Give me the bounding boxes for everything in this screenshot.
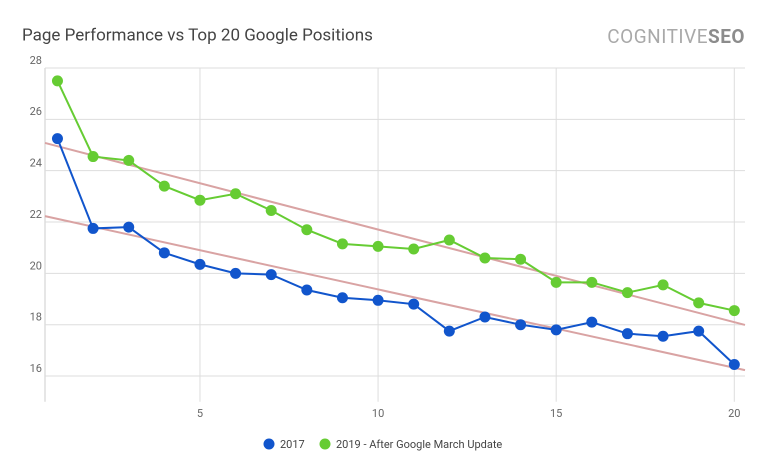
data-point	[443, 325, 455, 337]
data-point	[443, 234, 455, 246]
series-line	[56, 80, 735, 312]
legend-marker	[263, 438, 275, 450]
logo-text: COGNITIVE	[607, 25, 708, 48]
legend-marker	[319, 438, 331, 450]
y-tick-label: 24	[30, 157, 42, 170]
data-point	[51, 133, 63, 145]
data-point	[336, 238, 348, 250]
legend-label: 2019 - After Google March Update	[336, 438, 502, 451]
logo-bold: SEO	[708, 25, 745, 48]
data-point	[515, 319, 527, 331]
data-point	[586, 316, 598, 328]
data-point	[87, 222, 99, 234]
trend-line	[44, 215, 746, 372]
y-tick-label: 16	[30, 362, 42, 375]
data-point	[230, 188, 242, 200]
data-point	[693, 325, 705, 337]
data-point	[158, 180, 170, 192]
y-tick-label: 18	[30, 311, 42, 324]
y-tick-label: 28	[30, 54, 42, 67]
data-point	[301, 284, 313, 296]
data-point	[728, 305, 740, 317]
data-point	[51, 75, 63, 87]
data-point	[621, 287, 633, 299]
data-point	[194, 258, 206, 270]
data-point	[550, 324, 562, 336]
y-tick-label: 20	[30, 259, 42, 272]
data-point	[515, 253, 527, 265]
data-point	[408, 243, 420, 255]
data-point	[586, 276, 598, 288]
data-point	[372, 240, 384, 252]
data-point	[693, 297, 705, 309]
x-tick-label: 5	[197, 407, 203, 420]
data-point	[479, 252, 491, 264]
data-point	[265, 204, 277, 216]
data-point	[479, 311, 491, 323]
data-point	[194, 194, 206, 206]
legend: 2017 2019 - After Google March Update	[263, 438, 502, 451]
data-point	[728, 358, 740, 370]
data-point	[657, 330, 669, 342]
y-tick-label: 26	[30, 105, 42, 118]
data-point	[336, 292, 348, 304]
data-point	[123, 221, 135, 233]
data-point	[265, 269, 277, 281]
data-point	[657, 279, 669, 291]
data-point	[301, 224, 313, 236]
data-point	[87, 151, 99, 163]
grid: 16 18 20 22 24 26 28 5 10 15 20	[30, 54, 745, 420]
logo: COGNITIVESEO	[607, 25, 745, 48]
x-tick-label: 20	[728, 407, 740, 420]
data-point	[230, 267, 242, 279]
y-tick-label: 22	[30, 208, 42, 221]
plot	[44, 75, 746, 372]
legend-label: 2017	[280, 438, 305, 451]
series-line	[56, 138, 735, 366]
data-point	[158, 247, 170, 259]
data-point	[372, 294, 384, 306]
data-point	[123, 154, 135, 166]
x-tick-label: 10	[372, 407, 384, 420]
data-point	[550, 276, 562, 288]
data-point	[408, 298, 420, 310]
x-tick-label: 15	[550, 407, 562, 420]
data-point	[621, 328, 633, 340]
chart-title: Page Performance vs Top 20 Google Positi…	[22, 25, 373, 45]
